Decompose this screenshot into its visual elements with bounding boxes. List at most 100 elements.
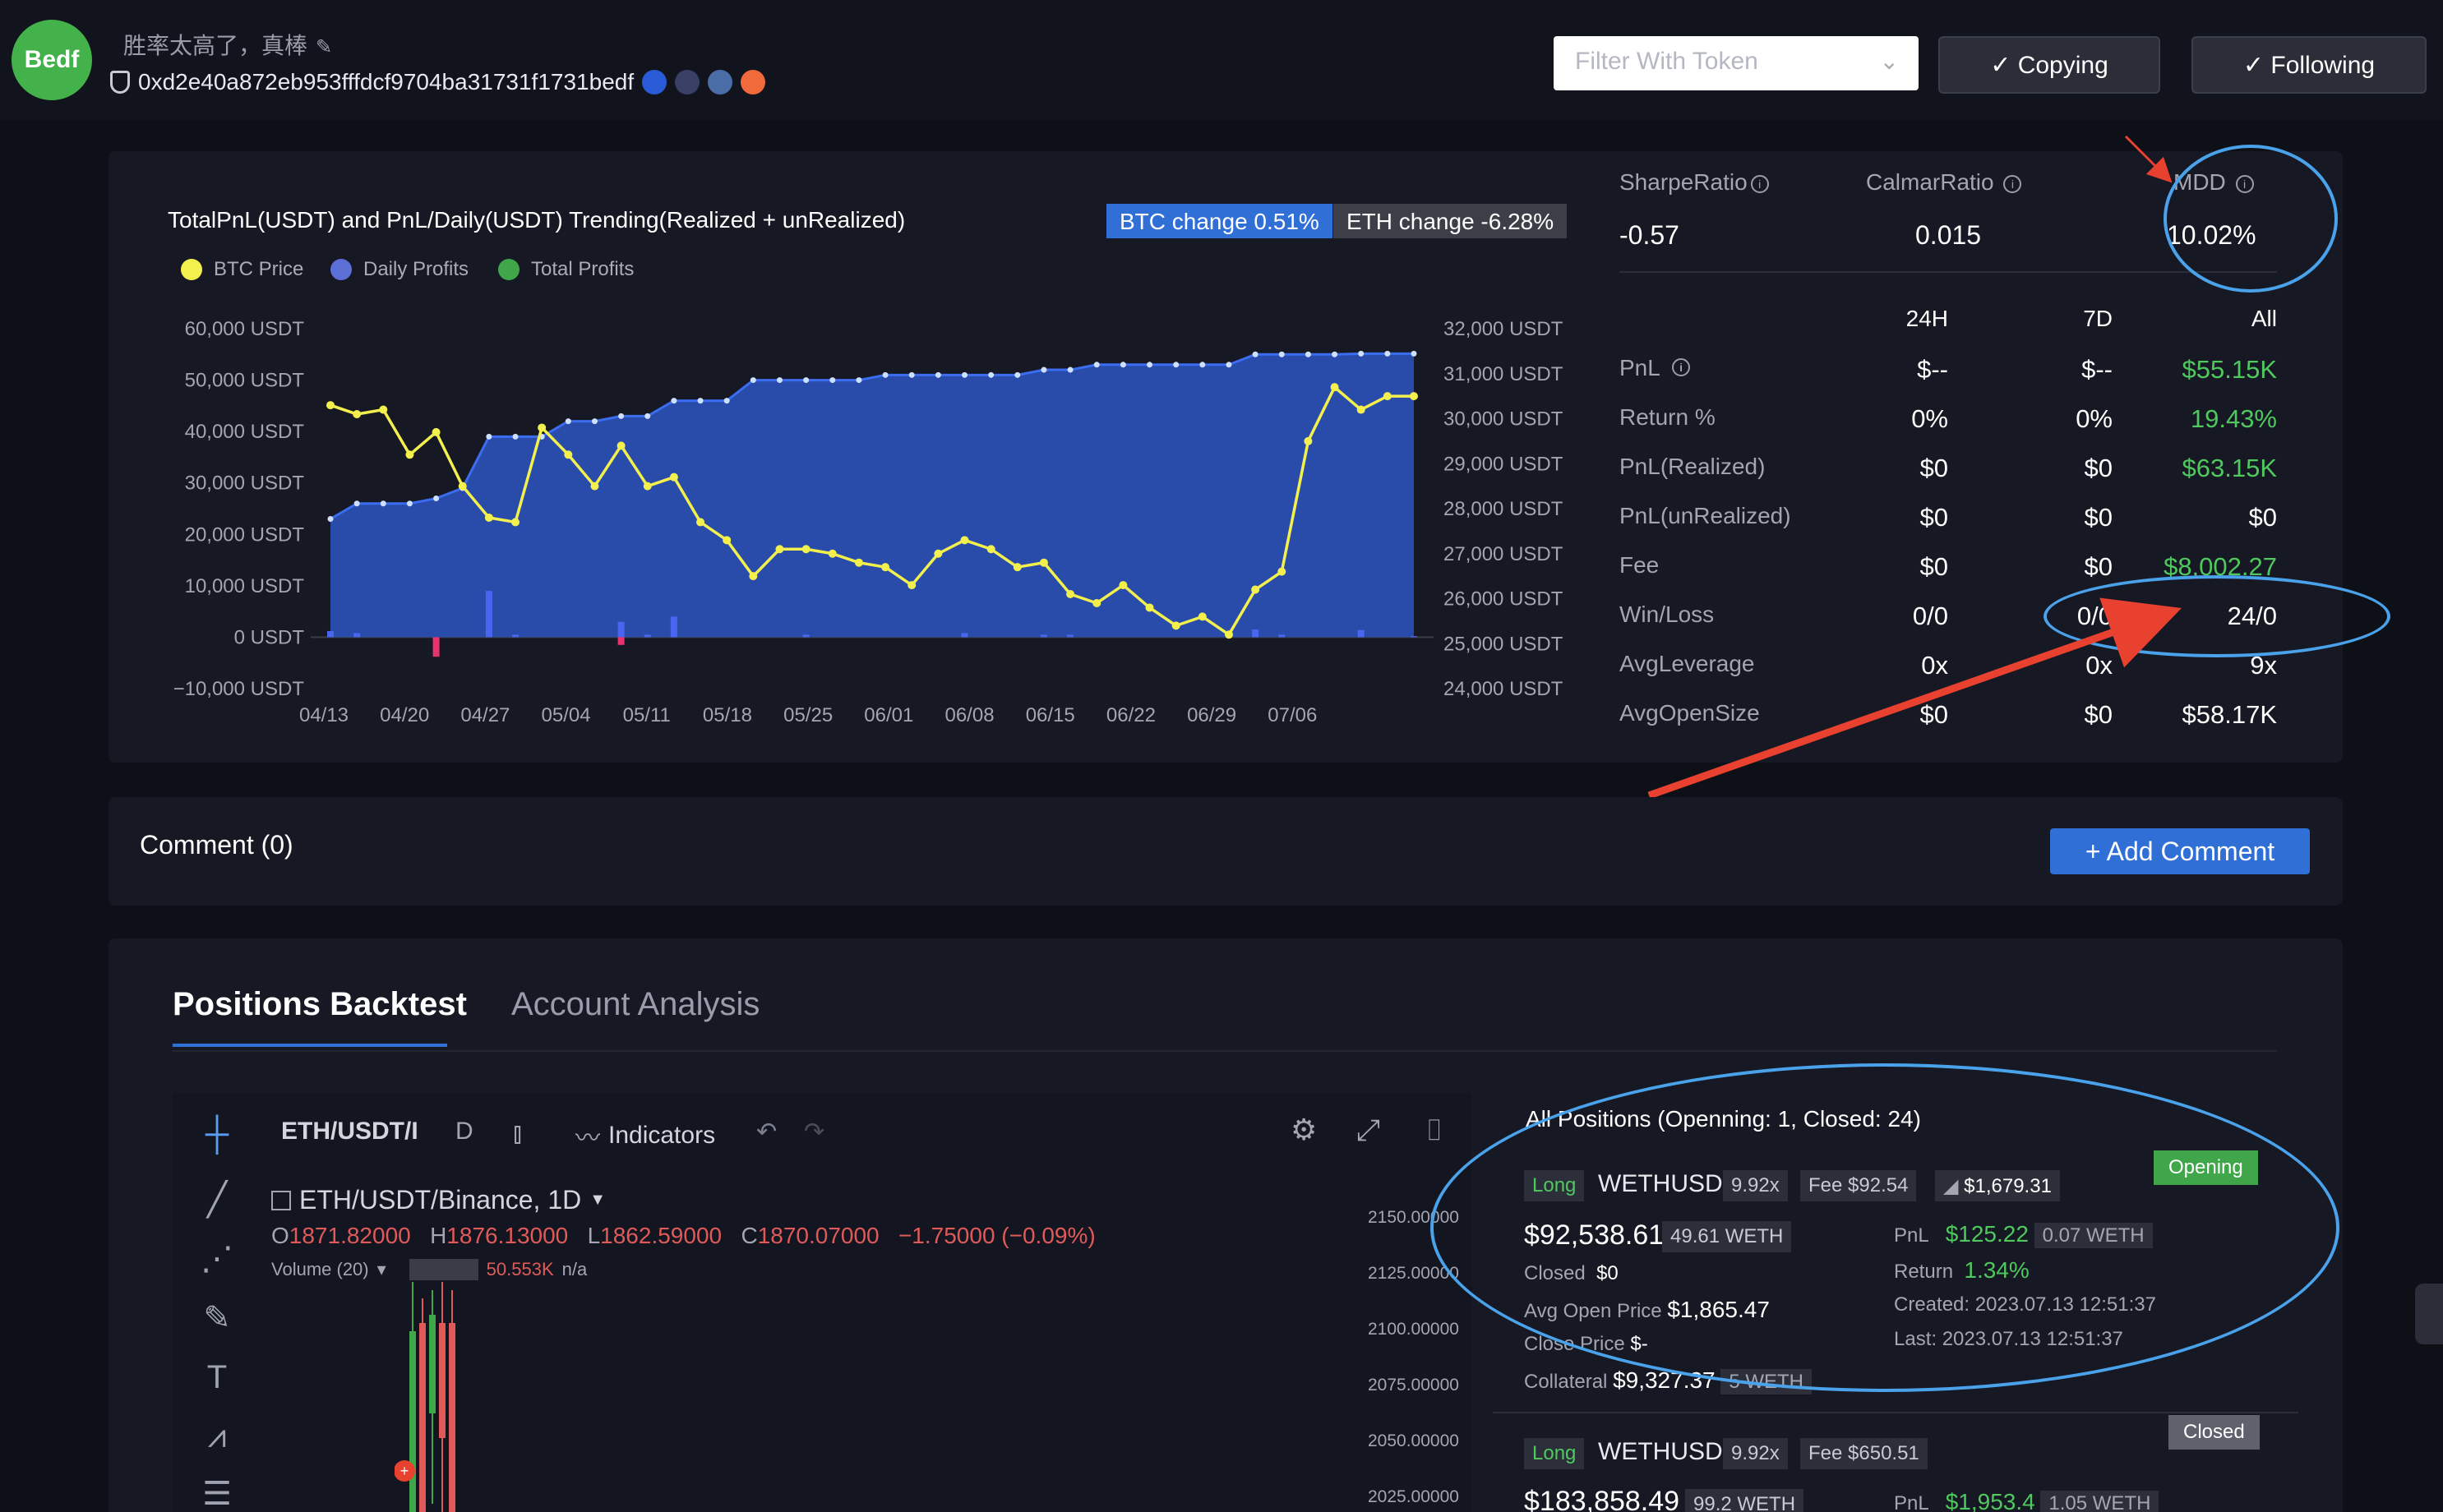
btc-price-point [643, 482, 652, 491]
daily-profit-bar [1040, 634, 1047, 638]
wallet-address[interactable]: 0xd2e40a872eb953fffdcf9704ba31731f1731be… [138, 69, 635, 94]
info-icon[interactable]: i [2003, 174, 2022, 193]
daily-profit-bar [644, 634, 651, 638]
stats-row-label: Fee [1619, 552, 1660, 578]
stats-cell: 0x [2085, 651, 2113, 680]
annotation-circle-winloss [2044, 575, 2390, 657]
position-pnl: PnL $1,953.4 1.05 WETH [1894, 1489, 2159, 1512]
chain-icon[interactable] [675, 70, 700, 94]
price-axis-label: 2050.00000 [1368, 1431, 1459, 1450]
sharpe-ratio-value: -0.57 [1619, 220, 1679, 250]
btc-price-point [1145, 603, 1154, 612]
settings-gear-icon[interactable]: ⚙ [1291, 1113, 1318, 1146]
measure-tool-icon[interactable]: ☰ [202, 1476, 232, 1512]
btc-price-point [669, 472, 678, 482]
tv-volume-legend[interactable]: Volume (20) ▾ 50.553K n/a [271, 1259, 587, 1280]
y-right-tick-label: 27,000 USDT [1443, 543, 1563, 565]
x-tick-label: 04/20 [380, 704, 429, 726]
camera-icon[interactable]: ⌷ [1425, 1113, 1443, 1146]
arbitrum-chain-icon[interactable] [642, 70, 667, 94]
comment-title: Comment (0) [140, 830, 293, 860]
tab-positions-backtest[interactable]: Positions Backtest [173, 986, 467, 1022]
stats-cell: $0 [1919, 700, 1948, 729]
stats-cell: $55.15K [2182, 355, 2278, 384]
stats-cell: 0x [1921, 651, 1948, 680]
dropdown-icon[interactable]: ▾ [376, 1259, 386, 1279]
btc-price-point [1198, 612, 1207, 621]
tv-ohlc: O1871.82000 H1876.13000 L1862.59000 C187… [271, 1223, 1096, 1249]
filter-token-select[interactable]: Filter With Token ⌄ [1554, 36, 1919, 90]
total-profits-point [1067, 366, 1074, 373]
bnb-chain-icon[interactable] [741, 70, 766, 94]
info-icon[interactable]: i [1750, 174, 1769, 193]
legend-total-profits[interactable]: Total Profits [498, 258, 634, 281]
text-tool-icon[interactable]: T [206, 1358, 228, 1395]
btc-price-point [986, 545, 995, 554]
pnl-weth: 1.05 WETH [2040, 1491, 2159, 1512]
redo-icon[interactable]: ↷ [804, 1118, 825, 1146]
collapse-icon[interactable] [271, 1190, 291, 1210]
total-profits-point [644, 413, 651, 419]
legend-daily-label: Daily Profits [363, 258, 469, 280]
btc-price-point [775, 545, 784, 554]
tv-symbol[interactable]: ETH/USDT/I [281, 1118, 418, 1145]
pattern-tool-icon[interactable]: ⩘ [207, 1418, 227, 1454]
copying-button[interactable]: ✓ Copying [1938, 36, 2160, 94]
chevron-down-icon: ⌄ [1879, 48, 1899, 74]
daily-loss-bar [432, 637, 440, 657]
header-24h: 24H [1905, 306, 1948, 331]
side-drawer-handle[interactable] [2415, 1284, 2443, 1344]
following-button[interactable]: ✓ Following [2191, 36, 2427, 94]
stats-row-label: PnL(unRealized) [1619, 503, 1791, 528]
calmar-ratio-label: CalmarRatio i [1866, 169, 2022, 196]
total-profits-point [512, 433, 519, 440]
undo-icon[interactable]: ↶ [756, 1118, 778, 1146]
tv-indicators-button[interactable]: 〰 Indicators [575, 1118, 715, 1154]
x-tick-label: 06/29 [1187, 704, 1236, 726]
btc-price-point [1171, 621, 1180, 630]
btc-price-point [564, 450, 573, 459]
stats-row-label: AvgOpenSize [1619, 700, 1760, 726]
legend-daily-profits[interactable]: Daily Profits [330, 258, 469, 281]
add-comment-button[interactable]: + Add Comment [2050, 828, 2310, 874]
total-profits-point [1014, 371, 1021, 378]
tv-interval[interactable]: D [455, 1118, 473, 1145]
brush-icon[interactable]: ✎ [203, 1300, 231, 1336]
collateral-key: Collateral [1524, 1371, 1608, 1393]
legend-total-label: Total Profits [531, 258, 635, 280]
legend-btc-price[interactable]: BTC Price [181, 258, 303, 281]
daily-profit-bar [1411, 636, 1417, 638]
candle-green [409, 1331, 416, 1512]
tab-account-analysis[interactable]: Account Analysis [511, 986, 760, 1022]
fullscreen-icon[interactable]: ⤢ [1356, 1113, 1380, 1146]
total-profits-point [1332, 351, 1338, 357]
info-icon[interactable]: i [1672, 358, 1690, 376]
total-profits-line [330, 352, 1414, 520]
tv-pair-title[interactable]: ETH/USDT/Binance, 1D ▼ [271, 1185, 606, 1215]
total-profits-point [1384, 350, 1391, 357]
position-size-weth: 99.2 WETH [1685, 1489, 1804, 1512]
btc-price-point [1092, 598, 1101, 607]
total-profits-point [856, 377, 862, 384]
avalanche-chain-icon[interactable] [708, 70, 733, 94]
crosshair-icon[interactable]: ┼ [205, 1115, 229, 1152]
stats-cell: $-- [1917, 355, 1948, 384]
x-tick-label: 04/27 [460, 704, 510, 726]
edit-pencil-icon[interactable]: ✎ [316, 36, 333, 58]
daily-loss-bar [617, 637, 625, 645]
stats-cell: $0 [1919, 552, 1948, 581]
fib-tool-icon[interactable]: ⋰ [201, 1241, 233, 1277]
candle-green [429, 1315, 436, 1413]
dropdown-icon[interactable]: ▼ [589, 1191, 607, 1209]
pnl-chart[interactable]: 60,000 USDT 50,000 USDT 40,000 USDT 30,000 … [132, 304, 1586, 740]
stats-row-label: Win/Loss [1619, 602, 1715, 627]
candles-icon[interactable]: ⫾ [513, 1118, 522, 1149]
volume-controls-icon[interactable] [409, 1259, 478, 1280]
ohlc-low: 1862.59000 [600, 1223, 723, 1248]
trend-line-icon[interactable]: ╱ [206, 1182, 228, 1218]
sharpe-ratio-label-text: SharpeRatio [1619, 169, 1748, 195]
price-axis-label: 2075.00000 [1368, 1376, 1459, 1394]
tradingview-chart[interactable] [173, 1093, 1471, 1512]
btc-price-point [854, 558, 863, 567]
total-profits-point [1041, 366, 1047, 373]
